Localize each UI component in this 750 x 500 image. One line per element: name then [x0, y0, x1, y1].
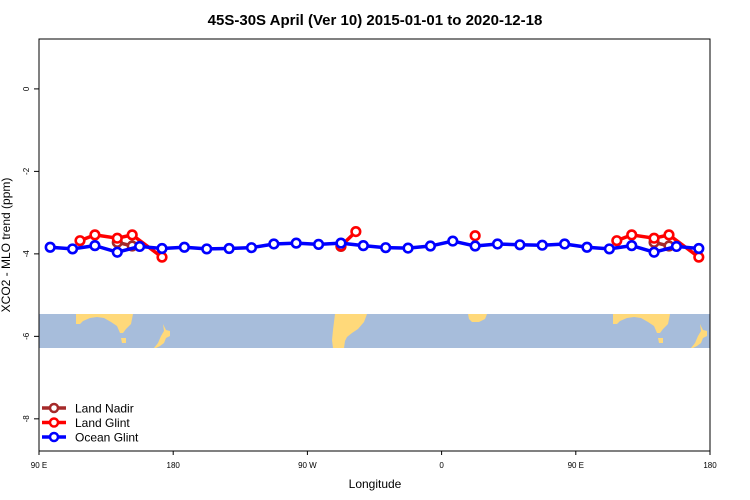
x-axis-label: Longitude [349, 477, 402, 491]
y-tick-label: -8 [22, 415, 31, 423]
data-point [89, 229, 101, 241]
data-point [424, 240, 437, 252]
y-tick-label: -6 [22, 332, 31, 340]
ocean-band [39, 314, 710, 348]
y-tick-label: -4 [22, 250, 31, 258]
legend-marker [48, 417, 60, 428]
data-point [514, 239, 526, 251]
x-tick-label: 90 W [298, 461, 317, 470]
data-point [156, 251, 168, 263]
data-point [603, 243, 615, 255]
australia-land [76, 314, 133, 333]
data-point [290, 237, 302, 249]
data-point [350, 225, 362, 238]
data-point [447, 235, 459, 247]
legend-label: Land Nadir [75, 402, 134, 416]
data-point [111, 232, 123, 244]
y-tick-label: -2 [22, 167, 31, 175]
data-point [111, 246, 123, 258]
south-america-land [332, 314, 367, 348]
data-point [268, 238, 280, 250]
data-point [559, 238, 571, 250]
chart-title: 45S-30S April (Ver 10) 2015-01-01 to 202… [208, 12, 543, 29]
tasmania-land [121, 338, 126, 343]
y-axis: 0 -2 -4 -6 -8 [22, 86, 39, 422]
data-point [648, 246, 660, 258]
data-point [201, 243, 213, 255]
tasmania-land-repeat [658, 338, 663, 343]
data-point [626, 240, 638, 252]
data-point [693, 251, 705, 263]
legend-marker [48, 402, 60, 414]
data-point [663, 229, 675, 241]
background-map [39, 314, 710, 348]
x-tick-label: 90 E [568, 461, 584, 470]
new-zealand-land [154, 324, 170, 348]
y-axis-label: XCO2 - MLO trend (ppm) [0, 178, 13, 313]
x-tick-label: 180 [167, 461, 181, 470]
data-point [245, 242, 258, 254]
data-point [74, 235, 86, 247]
data-point [402, 242, 414, 254]
data-point [66, 243, 79, 255]
data-point [581, 241, 593, 253]
legend-marker [48, 431, 60, 443]
data-point [693, 242, 705, 255]
data-point [335, 237, 347, 249]
data-point [89, 240, 101, 252]
africa-land [468, 314, 487, 322]
series-ocean-glint [44, 235, 705, 258]
data-point [491, 238, 504, 250]
data-point [134, 240, 146, 253]
x-tick-label: 0 [439, 461, 444, 470]
data-point [469, 240, 481, 252]
data-point [44, 241, 56, 253]
legend-label: Ocean Glint [75, 431, 139, 445]
x-tick-label: 90 E [31, 461, 47, 470]
data-point [611, 235, 623, 247]
y-tick-label: 0 [22, 86, 31, 91]
data-point [380, 242, 392, 254]
x-axis: 90 E 180 90 W 0 90 E 180 [31, 451, 717, 470]
data-point [312, 238, 325, 250]
data-point [648, 232, 660, 244]
data-point [670, 240, 683, 253]
data-point [223, 242, 235, 255]
legend-label: Land Glint [75, 416, 130, 430]
x-tick-label: 180 [703, 461, 717, 470]
data-point [178, 241, 190, 253]
plot-frame [38, 38, 711, 452]
australia-land-repeat [613, 314, 670, 333]
data-point [126, 229, 138, 241]
data-point [626, 229, 638, 241]
data-point [469, 230, 481, 242]
new-zealand-land-repeat [691, 324, 707, 348]
series-layer [44, 225, 705, 263]
data-point [156, 242, 168, 255]
data-point [357, 240, 369, 252]
data-point [536, 239, 548, 251]
